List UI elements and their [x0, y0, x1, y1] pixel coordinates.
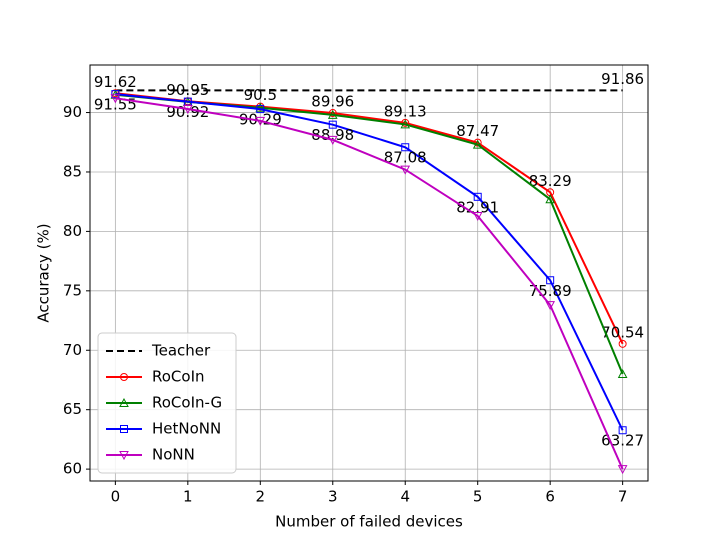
y-tick-label: 60	[63, 460, 82, 478]
y-axis-label: Accuracy (%)	[35, 223, 53, 322]
x-tick-label: 4	[400, 488, 410, 506]
point	[473, 138, 482, 147]
data-label: 75.89	[529, 282, 572, 300]
point	[546, 276, 555, 285]
legend-marker	[120, 425, 128, 433]
y-tick-label: 65	[63, 400, 82, 418]
x-tick-label: 3	[328, 488, 338, 506]
y-tick-label: 75	[63, 281, 82, 299]
point	[182, 104, 193, 115]
y-tick-label: 85	[63, 162, 82, 180]
data-label: 70.54	[601, 323, 644, 341]
y-tick-label: 70	[63, 341, 82, 359]
data-label: 83.29	[529, 172, 572, 190]
point	[110, 94, 121, 104]
point	[545, 301, 556, 311]
plot-frame	[89, 64, 649, 482]
point	[618, 339, 627, 348]
point	[256, 105, 265, 114]
point	[400, 119, 411, 129]
legend-marker	[119, 397, 129, 407]
x-tick-label: 5	[473, 488, 483, 506]
x-tick-label: 6	[545, 488, 555, 506]
data-label: 89.13	[384, 102, 427, 120]
x-tick-label: 1	[183, 488, 193, 506]
y-tick-label: 90	[63, 103, 82, 121]
legend-label: NoNN	[152, 446, 195, 464]
data-label: 87.08	[384, 149, 427, 167]
data-label: 89.96	[311, 93, 354, 111]
point	[617, 368, 628, 379]
series-line	[115, 97, 624, 470]
data-label: 91.86	[601, 70, 644, 88]
series-line	[115, 92, 624, 345]
legend-label: RoCoIn	[152, 368, 205, 386]
point	[255, 116, 266, 126]
y-tick-label: 80	[63, 222, 82, 240]
legend-box	[97, 332, 237, 474]
x-tick-label: 0	[111, 488, 121, 506]
point	[327, 109, 338, 119]
legend-label: RoCoIn-G	[152, 394, 222, 412]
legend-label: HetNoNN	[152, 420, 221, 438]
x-tick-label: 7	[618, 488, 628, 506]
data-label: 87.47	[456, 122, 499, 140]
point	[401, 143, 410, 152]
point	[472, 139, 483, 149]
point	[111, 90, 120, 99]
x-axis-label: Number of failed devices	[275, 513, 463, 531]
point	[327, 135, 338, 145]
point	[473, 192, 482, 201]
point	[618, 426, 627, 435]
point	[255, 102, 266, 112]
legend-marker	[119, 451, 129, 461]
legend-label: Teacher	[151, 342, 211, 360]
data-label: 82.91	[456, 198, 499, 216]
point	[328, 120, 337, 129]
point	[617, 465, 628, 475]
data-label: 91.62	[94, 73, 137, 91]
data-label: 90.95	[166, 81, 209, 99]
point	[472, 211, 483, 222]
point	[545, 194, 556, 204]
legend-marker	[120, 373, 128, 381]
x-tick-label: 2	[256, 488, 266, 506]
data-label: 90.5	[244, 86, 277, 104]
data-label: 88.98	[311, 126, 354, 144]
point	[328, 109, 337, 118]
series-line	[115, 93, 624, 431]
point	[400, 165, 411, 175]
